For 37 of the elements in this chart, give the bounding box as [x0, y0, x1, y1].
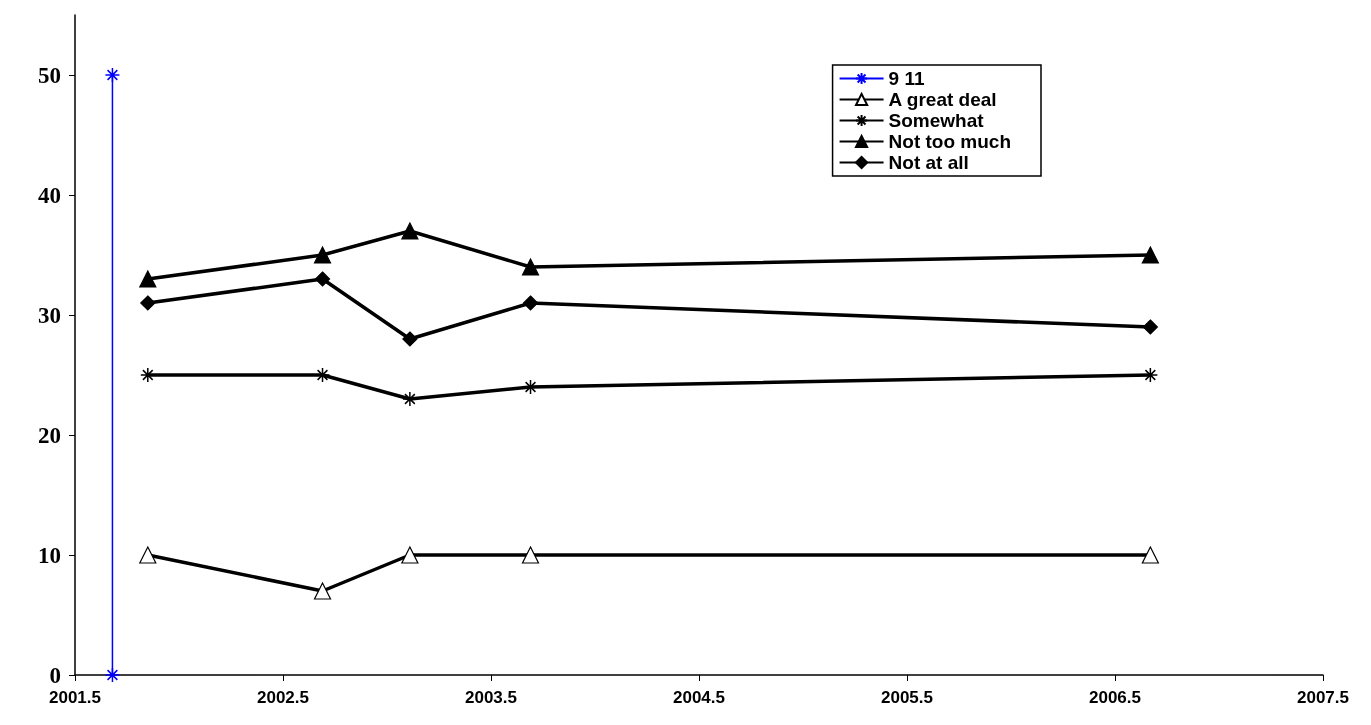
legend-label: Not too much: [888, 131, 1012, 152]
y-tick-label: 30: [38, 302, 61, 328]
legend-label: A great deal: [888, 89, 997, 110]
point: [402, 391, 418, 407]
x-tick-label: 2003.5: [465, 688, 517, 707]
point: [313, 246, 332, 264]
x-tick-label: 2006.5: [1089, 688, 1141, 707]
point: [104, 667, 121, 683]
point: [140, 367, 156, 383]
x-tick-label: 2004.5: [673, 688, 725, 707]
point: [140, 295, 156, 311]
point: [522, 295, 539, 311]
legend-label: Not at all: [888, 152, 969, 173]
point: [139, 546, 157, 564]
point: [139, 270, 157, 288]
x-tick-label: 2001.5: [49, 688, 101, 707]
legend-label: Somewhat: [888, 110, 985, 131]
point: [1141, 546, 1159, 564]
y-tick-label: 20: [38, 422, 61, 448]
y-tick-label: 0: [49, 662, 61, 688]
point: [521, 258, 540, 276]
point: [521, 546, 540, 564]
point: [401, 546, 419, 564]
point: [313, 582, 332, 600]
y-tick-label: 50: [38, 62, 61, 88]
point: [402, 331, 418, 347]
point: [1142, 319, 1158, 335]
point: [1141, 246, 1159, 264]
x-tick-label: 2007.5: [1297, 688, 1349, 707]
point: [401, 222, 419, 240]
point: [314, 271, 331, 287]
legend-label: 9 11: [888, 68, 925, 89]
point: [104, 67, 121, 83]
y-tick-label: 10: [38, 542, 61, 568]
x-tick-label: 2005.5: [881, 688, 933, 707]
y-tick-label: 40: [38, 182, 61, 208]
x-tick-label: 2002.5: [257, 688, 309, 707]
